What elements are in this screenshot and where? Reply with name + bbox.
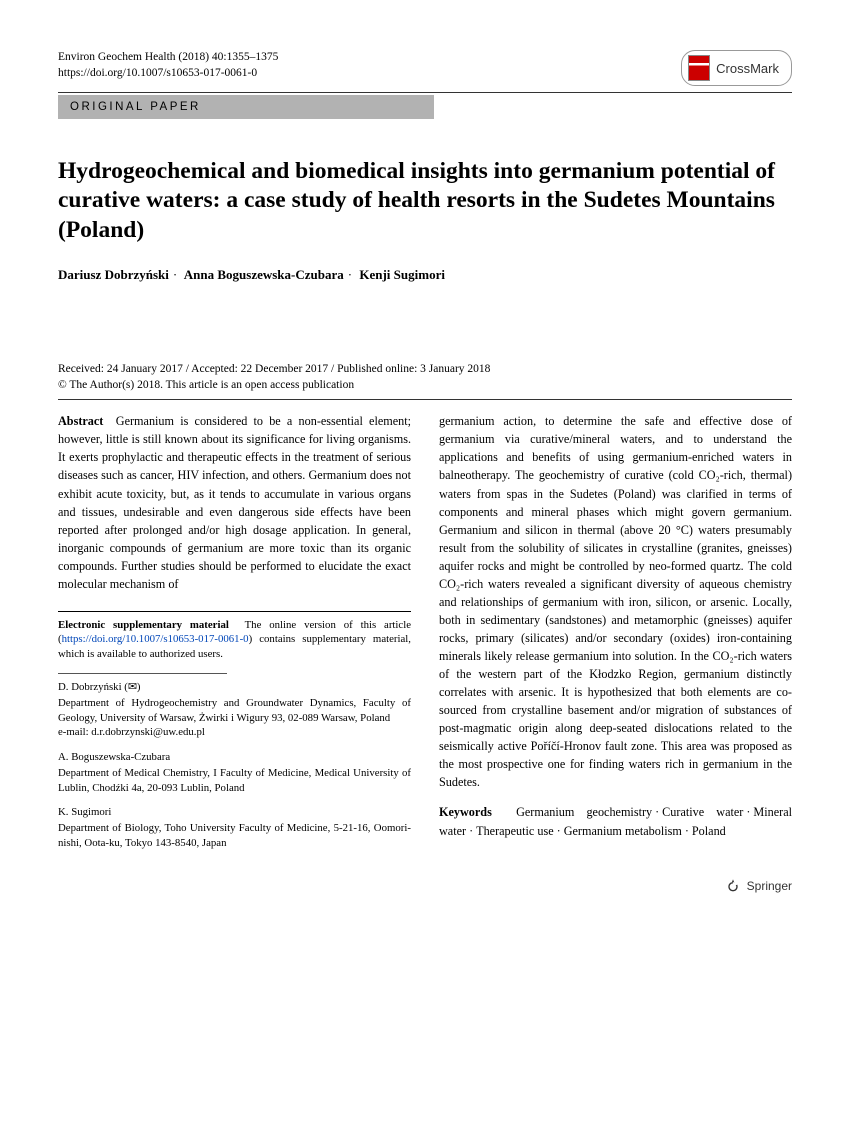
header-rule [58, 92, 792, 93]
affil-author: A. Boguszewska-Czubara [58, 750, 411, 765]
abstract-text-1: Germanium is considered to be a non-esse… [58, 414, 411, 590]
article-dates: Received: 24 January 2017 / Accepted: 22… [58, 361, 792, 393]
keyword: Germanium geochemistry [516, 805, 652, 819]
publisher-footer: Springer [58, 878, 792, 894]
running-header: Environ Geochem Health (2018) 40:1355–13… [58, 50, 792, 86]
author-list: Dariusz Dobrzyński· Anna Boguszewska-Czu… [58, 267, 792, 283]
dates-rule [58, 399, 792, 400]
affil-address: Department of Biology, Toho University F… [58, 821, 411, 850]
affiliation-block: D. Dobrzyński (✉) Department of Hydrogeo… [58, 680, 411, 740]
doi-line: https://doi.org/10.1007/s10653-017-0061-… [58, 66, 278, 82]
abstract-paragraph: Abstract Germanium is considered to be a… [58, 412, 411, 592]
keywords-block: Keywords Germanium geochemistry·Curative… [439, 803, 792, 839]
affil-email: e-mail: d.r.dobrzynski@uw.edu.pl [58, 725, 411, 740]
publisher-name: Springer [747, 879, 792, 893]
copyright-line: © The Author(s) 2018. This article is an… [58, 377, 792, 393]
keyword: Germanium metabolism [564, 824, 682, 838]
affiliation-block: K. Sugimori Department of Biology, Toho … [58, 805, 411, 850]
keyword: Therapeutic use [476, 824, 554, 838]
springer-icon [725, 878, 741, 894]
abstract-label: Abstract [58, 414, 103, 428]
affil-author: K. Sugimori [58, 805, 411, 820]
article-type-bar: ORIGINAL PAPER [58, 95, 434, 119]
crossmark-icon [688, 55, 710, 81]
supp-label: Electronic supplementary material [58, 619, 229, 631]
affiliation-block: A. Boguszewska-Czubara Department of Med… [58, 750, 411, 795]
author: Anna Boguszewska-Czubara [184, 267, 344, 282]
supp-link[interactable]: https://doi.org/10.1007/s10653-017-0061-… [62, 633, 249, 645]
affil-address: Department of Hydrogeochemistry and Grou… [58, 696, 411, 725]
journal-citation: Environ Geochem Health (2018) 40:1355–13… [58, 50, 278, 66]
dates-received-accepted: Received: 24 January 2017 / Accepted: 22… [58, 361, 792, 377]
affil-address: Department of Medical Chemistry, I Facul… [58, 766, 411, 795]
affil-author: D. Dobrzyński (✉) [58, 680, 411, 695]
keyword: Poland [692, 824, 726, 838]
crossmark-badge[interactable]: CrossMark [681, 50, 792, 86]
crossmark-label: CrossMark [716, 61, 779, 76]
keyword: Curative water [662, 805, 743, 819]
supplementary-material: Electronic supplementary material The on… [58, 618, 411, 662]
author: Dariusz Dobrzyński [58, 267, 169, 282]
author: Kenji Sugimori [359, 267, 445, 282]
article-title: Hydrogeochemical and biomedical insights… [58, 157, 792, 245]
affiliation-rule [58, 673, 227, 674]
supplementary-rule [58, 611, 411, 612]
keywords-label: Keywords [439, 805, 492, 819]
abstract-text-2: germanium action, to determine the safe … [439, 412, 792, 791]
